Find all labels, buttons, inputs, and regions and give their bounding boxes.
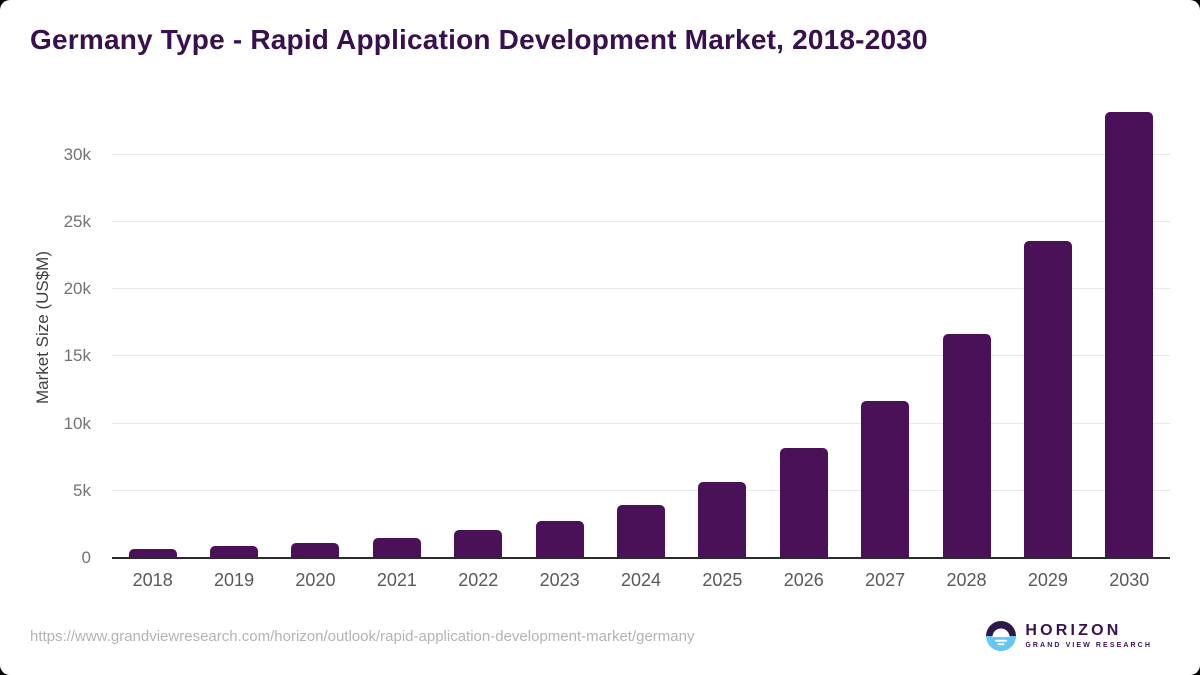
- bar-2018: [128, 548, 177, 558]
- plot-area: Market Size (US$M) 0 5k 10k 15k 20k 25k 30k 20…: [33, 98, 1170, 590]
- x-tick-2024: 2024: [620, 570, 662, 590]
- bar-2020: [291, 542, 340, 558]
- y-tick-15k: 15k: [63, 346, 91, 366]
- gridline-5k: [112, 489, 1170, 491]
- x-tick-2027: 2027: [865, 570, 906, 590]
- logo-text: HORIZON GRAND VIEW RESEARCH: [1025, 622, 1152, 650]
- gridline-15k: [112, 355, 1170, 357]
- x-tick-2026: 2026: [783, 570, 824, 590]
- x-tick-2020: 2020: [295, 570, 336, 590]
- x-tick-2029: 2029: [1027, 570, 1068, 590]
- x-tick-2030: 2030: [1109, 570, 1150, 590]
- bar-2021: [372, 537, 421, 558]
- x-tick-2021: 2021: [376, 570, 417, 590]
- bar-2022: [454, 530, 503, 558]
- logo-subtitle: GRAND VIEW RESEARCH: [1025, 642, 1152, 649]
- gridline-20k: [112, 288, 1170, 289]
- bar-2023: [535, 520, 584, 558]
- bar-2019: [210, 546, 259, 558]
- bar-2026: [779, 447, 828, 558]
- y-tick-30k: 30k: [63, 144, 91, 164]
- source-url: https://www.grandviewresearch.com/horizo…: [30, 627, 695, 645]
- footer: https://www.grandviewresearch.com/horizo…: [0, 605, 1200, 675]
- bar-2025: [698, 482, 747, 558]
- x-tick-2028: 2028: [946, 570, 987, 590]
- horizon-logo: HORIZON GRAND VIEW RESEARCH: [986, 621, 1152, 651]
- bar-2024: [617, 504, 665, 558]
- logo-brand: HORIZON: [1025, 622, 1122, 639]
- y-tick-20k: 20k: [63, 279, 91, 298]
- x-tick-2022: 2022: [458, 570, 499, 590]
- x-tick-2023: 2023: [539, 570, 580, 590]
- gridline-25k: [112, 220, 1170, 222]
- y-tick-10k: 10k: [63, 413, 91, 433]
- y-tick-25k: 25k: [63, 211, 91, 231]
- y-axis-title-text: Market Size (US$M): [33, 251, 52, 405]
- bar-2030: [1105, 112, 1154, 558]
- x-tick-2018: 2018: [132, 570, 173, 590]
- bar-2027: [861, 400, 910, 558]
- x-tick-2025: 2025: [702, 570, 743, 590]
- bar-2028: [942, 334, 991, 558]
- x-axis-line: [112, 557, 1170, 559]
- horizon-sun-icon: [986, 621, 1017, 651]
- chart-title: Germany Type - Rapid Application Develop…: [30, 24, 928, 55]
- gridline-30k: [112, 153, 1170, 155]
- bar-2029: [1023, 241, 1072, 558]
- x-tick-2019: 2019: [214, 570, 255, 590]
- gridline-10k: [112, 422, 1170, 424]
- y-tick-0: 0: [81, 548, 91, 567]
- y-tick-5k: 5k: [73, 480, 91, 500]
